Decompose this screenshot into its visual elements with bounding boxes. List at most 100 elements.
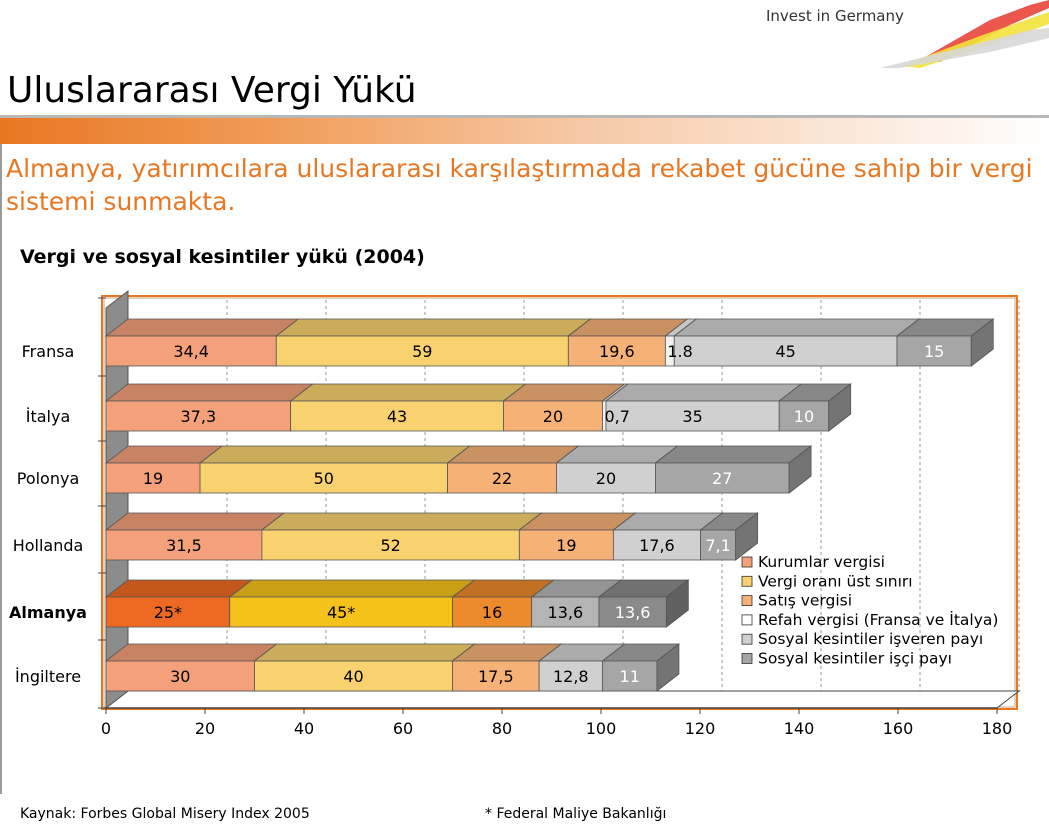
bar-top-2-1 — [198, 445, 471, 464]
bar-top-5-1 — [253, 643, 476, 662]
legend-swatch-2 — [741, 595, 753, 607]
data-label-4-4: 13,6 — [548, 603, 584, 622]
bar-3-1 — [261, 529, 520, 561]
bar-2-4 — [556, 462, 656, 494]
data-label-0-3: 1.8 — [667, 342, 692, 361]
bar-side-5 — [656, 643, 680, 692]
bar-top-3-1 — [260, 512, 543, 531]
bar-5-5 — [602, 660, 658, 692]
page-title: Uluslararası Vergi Yükü — [7, 70, 417, 111]
page-subtitle: Almanya, yatırımcılara uluslararası karş… — [6, 154, 1033, 216]
x-tick-label-140: 140 — [784, 719, 815, 738]
bar-side-4 — [665, 579, 689, 628]
data-label-5-1: 40 — [343, 667, 363, 686]
data-label-1-0: 37,3 — [181, 407, 217, 426]
bar-0-2 — [567, 335, 666, 367]
bar-5-1 — [254, 660, 453, 692]
data-label-1-2: 20 — [543, 407, 563, 426]
data-label-4-0: 25* — [154, 603, 182, 622]
bar-side-3 — [735, 512, 759, 561]
bar-top-0-1 — [275, 318, 592, 337]
category-label-4: Almanya — [9, 603, 87, 622]
orange-gradient-band — [0, 118, 1049, 144]
bar-4-0 — [105, 596, 231, 628]
bar-top-5-0 — [104, 643, 278, 662]
chart-title: Vergi ve sosyal kesintiler yükü (2004) — [20, 246, 425, 268]
data-label-5-5: 11 — [620, 667, 640, 686]
legend-label-4: Sosyal kesintiler işveren payı — [758, 630, 983, 648]
bar-5-4 — [538, 660, 603, 692]
data-label-2-5: 27 — [712, 469, 732, 488]
bar-4-5 — [598, 596, 667, 628]
legend-label-0: Kurumlar vergisi — [758, 553, 885, 571]
bar-2-5 — [655, 462, 790, 494]
bar-top-3-0 — [104, 512, 286, 531]
bar-top-0-4 — [673, 318, 921, 337]
bar-top-4-1 — [228, 579, 476, 598]
data-label-5-4: 12,8 — [553, 667, 589, 686]
bar-2-2 — [447, 462, 557, 494]
bar-1-5 — [778, 400, 830, 432]
legend-label-5: Sosyal kesintiler işçi payı — [758, 650, 952, 668]
data-label-1-5: 10 — [794, 407, 814, 426]
category-label-0: Fransa — [22, 342, 75, 361]
title-rule — [0, 115, 1049, 118]
legend-swatch-4 — [741, 633, 753, 645]
legend-swatch-3 — [741, 614, 753, 626]
bar-top-0-0 — [104, 318, 300, 337]
data-label-2-1: 50 — [314, 469, 334, 488]
bar-side-2 — [788, 445, 812, 494]
bar-side-1 — [828, 383, 852, 432]
bar-0-1 — [275, 335, 569, 367]
category-label-3: Hollanda — [13, 536, 84, 555]
data-label-1-1: 43 — [387, 407, 407, 426]
data-label-2-4: 20 — [596, 469, 616, 488]
legend-label-2: Satış vergisi — [758, 592, 852, 610]
data-label-0-4: 45 — [775, 342, 795, 361]
bar-4-4 — [531, 596, 600, 628]
category-label-5: İngiltere — [15, 667, 81, 686]
bar-1-1 — [290, 400, 504, 432]
legend-swatch-5 — [741, 653, 753, 664]
bar-top-1-0 — [104, 383, 314, 402]
data-label-3-5: 7,1 — [705, 536, 730, 555]
footnote: * Federal Maliye Bakanlığı — [485, 806, 667, 822]
data-label-4-2: 16 — [482, 603, 502, 622]
x-tick-label-60: 60 — [393, 719, 413, 738]
data-label-3-1: 52 — [380, 536, 400, 555]
legend-swatch-1 — [741, 575, 753, 587]
bar-top-2-5 — [654, 445, 813, 464]
category-label-2: Polonya — [17, 469, 80, 488]
chart-floor — [104, 690, 1021, 709]
data-label-4-5: 13,6 — [615, 603, 651, 622]
data-label-3-2: 19 — [556, 536, 576, 555]
x-tick-label-180: 180 — [982, 719, 1013, 738]
category-label-1: İtalya — [26, 407, 71, 426]
bar-top-4-0 — [104, 579, 253, 598]
brand-logo — [880, 0, 1049, 68]
data-label-5-0: 30 — [170, 667, 190, 686]
x-tick-label-0: 0 — [101, 719, 111, 738]
data-label-2-2: 22 — [492, 469, 512, 488]
data-label-0-1: 59 — [412, 342, 432, 361]
data-label-1-3: 0,7 — [604, 407, 629, 426]
x-tick-label-100: 100 — [586, 719, 617, 738]
legend-label-3: Refah vergisi (Fransa ve İtalya) — [758, 610, 998, 629]
x-tick-label-40: 40 — [294, 719, 314, 738]
data-label-5-2: 17,5 — [478, 667, 514, 686]
bar-top-2-2 — [446, 445, 580, 464]
legend-swatch-0 — [741, 556, 753, 568]
x-tick-label-80: 80 — [492, 719, 512, 738]
bar-3-4 — [612, 529, 701, 561]
bar-5-0 — [105, 660, 255, 692]
legend-label-1: Vergi oranı üst sınırı — [758, 572, 913, 590]
data-label-3-0: 31,5 — [166, 536, 202, 555]
data-label-0-5: 15 — [924, 342, 944, 361]
bar-0-0 — [105, 335, 277, 367]
left-rule — [0, 144, 2, 794]
bar-0-4 — [673, 335, 898, 367]
bar-1-2 — [503, 400, 603, 432]
tax-burden-chart: 0 20 40 60 80 100 120 140 160 180 Fransa 34,4 59 19,6… — [9, 289, 1021, 738]
bar-4-2 — [452, 596, 533, 628]
bar-1-0 — [105, 400, 292, 432]
